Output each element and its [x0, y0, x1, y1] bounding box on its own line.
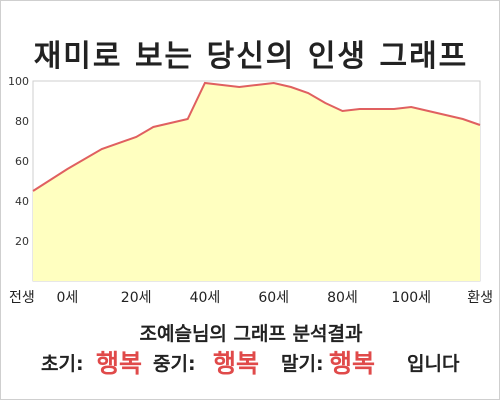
- x-tick-label: 60세: [258, 290, 289, 306]
- y-tick-label: 80: [15, 115, 29, 128]
- life-graph-chart: 20 40 60 80 100 전생 0세 20세 40세 60세 80세 100세 환생: [8, 75, 493, 306]
- y-tick-label: 60: [15, 155, 29, 168]
- y-tick-label: 20: [15, 235, 29, 248]
- mid-label: 중기:: [153, 353, 196, 375]
- x-tick-label: 환생: [467, 290, 493, 306]
- analysis-subtitle: 조예슬님의 그래프 분석결과: [139, 323, 363, 345]
- early-value: 행복: [96, 349, 143, 378]
- early-label: 초기:: [41, 353, 84, 375]
- result-suffix: 입니다: [407, 353, 460, 375]
- x-tick-label: 80세: [327, 290, 358, 306]
- life-line: [32, 81, 481, 192]
- analysis-result: 초기: 행복 중기: 행복 말기: 행복 입니다: [1, 346, 500, 382]
- x-tick-label: 전생: [9, 290, 35, 306]
- x-tick-label: 40세: [190, 290, 221, 306]
- y-tick-label: 100: [8, 75, 29, 88]
- x-axis: 전생 0세 20세 40세 60세 80세 100세 환생: [9, 290, 493, 306]
- x-tick-label: 0세: [56, 290, 78, 306]
- page-title: 재미로 보는 당신의 인생 그래프: [33, 39, 469, 74]
- late-label: 말기:: [281, 353, 324, 375]
- late-value: 행복: [329, 349, 376, 378]
- x-tick-label: 100세: [391, 290, 431, 306]
- mid-value: 행복: [213, 349, 260, 378]
- x-tick-label: 20세: [121, 290, 152, 306]
- y-axis: 20 40 60 80 100: [8, 75, 29, 248]
- y-tick-label: 40: [15, 195, 29, 208]
